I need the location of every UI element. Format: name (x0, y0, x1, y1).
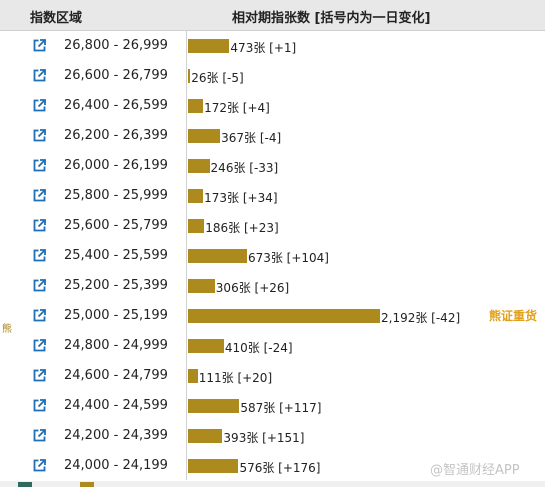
bar (188, 279, 215, 293)
bar (188, 249, 247, 263)
range-label: 26,800 - 26,999 (64, 38, 168, 53)
heavy-position-marker: 熊证重货 (489, 309, 538, 323)
range-column-header: 指数区域 (30, 11, 83, 26)
side-label: 熊 (2, 324, 12, 335)
bar-value-label: 2,192张 [-42] (381, 311, 461, 325)
range-label: 24,600 - 24,799 (64, 368, 168, 383)
legend-swatch-teal (18, 482, 32, 487)
table-row: 25,600 - 25,799 186张 [+23] (0, 211, 545, 241)
bar-value-label: 367张 [-4] (221, 131, 282, 145)
external-link-icon[interactable] (33, 249, 46, 262)
bar-value-label: 246张 [-33] (210, 161, 279, 175)
legend-swatch-gold (80, 482, 94, 487)
table-row: 26,800 - 26,999 473张 [+1] (0, 31, 545, 61)
bar-value-label: 111张 [+20] (198, 371, 273, 385)
external-link-icon[interactable] (33, 459, 46, 472)
watermark: @智通财经APP (430, 463, 520, 478)
bottom-strip (0, 481, 545, 487)
external-link-icon[interactable] (33, 429, 46, 442)
bar (188, 309, 380, 323)
table-row: 26,400 - 26,599 172张 [+4] (0, 91, 545, 121)
bar (188, 189, 204, 203)
range-label: 25,800 - 25,999 (64, 188, 168, 203)
external-link-icon[interactable] (33, 279, 46, 292)
bar-value-label: 173张 [+34] (204, 191, 278, 205)
external-link-icon[interactable] (33, 399, 46, 412)
table-row: 25,800 - 25,999 173张 [+34] (0, 181, 545, 211)
bar-value-label: 186张 [+23] (205, 221, 279, 235)
bar-value-label: 26张 [-5] (191, 71, 244, 85)
range-label: 25,600 - 25,799 (64, 218, 168, 233)
bar-value-label: 306张 [+26] (215, 281, 290, 295)
bar-value-label: 673张 [+104] (247, 251, 329, 265)
bar (188, 129, 221, 143)
range-label: 25,000 - 25,199 (64, 308, 168, 323)
external-link-icon[interactable] (33, 159, 46, 172)
range-label: 26,400 - 26,599 (64, 98, 168, 113)
external-link-icon[interactable] (33, 129, 46, 142)
bar (188, 159, 210, 173)
bar (188, 459, 239, 473)
external-link-icon[interactable] (33, 189, 46, 202)
range-label: 26,600 - 26,799 (64, 68, 168, 83)
range-label: 24,200 - 24,399 (64, 428, 168, 443)
range-label: 24,400 - 24,599 (64, 398, 168, 413)
external-link-icon[interactable] (33, 99, 46, 112)
table-row: 26,200 - 26,399 367张 [-4] (0, 121, 545, 151)
bar (188, 369, 198, 383)
table-header: 指数区域 相对期指张数 [括号内为一日变化] (0, 0, 545, 31)
table-row: 25,400 - 25,599 673张 [+104] (0, 241, 545, 271)
range-label: 24,800 - 24,999 (64, 338, 168, 353)
external-link-icon[interactable] (33, 69, 46, 82)
external-link-icon[interactable] (33, 369, 46, 382)
table-row: 25,200 - 25,399 306张 [+26] (0, 271, 545, 301)
range-label: 24,000 - 24,199 (64, 458, 168, 473)
table-row: 26,600 - 26,799 26张 [-5] (0, 61, 545, 91)
table-row: 24,800 - 24,999 410张 [-24] (0, 331, 545, 361)
bar (188, 219, 205, 233)
external-link-icon[interactable] (33, 339, 46, 352)
bar (188, 39, 230, 53)
count-column-header: 相对期指张数 [括号内为一日变化] (232, 11, 431, 26)
bar-value-label: 172张 [+4] (204, 101, 270, 115)
table-row: 25,000 - 25,199 2,192张 [-42] (0, 301, 545, 331)
bar (188, 429, 223, 443)
external-link-icon[interactable] (33, 309, 46, 322)
range-label: 26,200 - 26,399 (64, 128, 168, 143)
bar (188, 339, 224, 353)
table-row: 24,200 - 24,399 393张 [+151] (0, 421, 545, 451)
bar-value-label: 473张 [+1] (230, 41, 297, 55)
table-row: 24,400 - 24,599 587张 [+117] (0, 391, 545, 421)
column-divider (186, 31, 187, 480)
range-label: 25,400 - 25,599 (64, 248, 168, 263)
external-link-icon[interactable] (33, 39, 46, 52)
bar-value-label: 576张 [+176] (239, 461, 321, 475)
range-label: 26,000 - 26,199 (64, 158, 168, 173)
bar-value-label: 393张 [+151] (223, 431, 305, 445)
bar-value-label: 410张 [-24] (224, 341, 293, 355)
bar (188, 69, 191, 83)
range-label: 25,200 - 25,399 (64, 278, 168, 293)
external-link-icon[interactable] (33, 219, 46, 232)
table-row: 24,000 - 24,199 576张 [+176] (0, 451, 545, 481)
bar-value-label: 587张 [+117] (240, 401, 322, 415)
table-row: 26,000 - 26,199 246张 [-33] (0, 151, 545, 181)
table-row: 24,600 - 24,799 111张 [+20] (0, 361, 545, 391)
bar (188, 99, 204, 113)
bar (188, 399, 240, 413)
